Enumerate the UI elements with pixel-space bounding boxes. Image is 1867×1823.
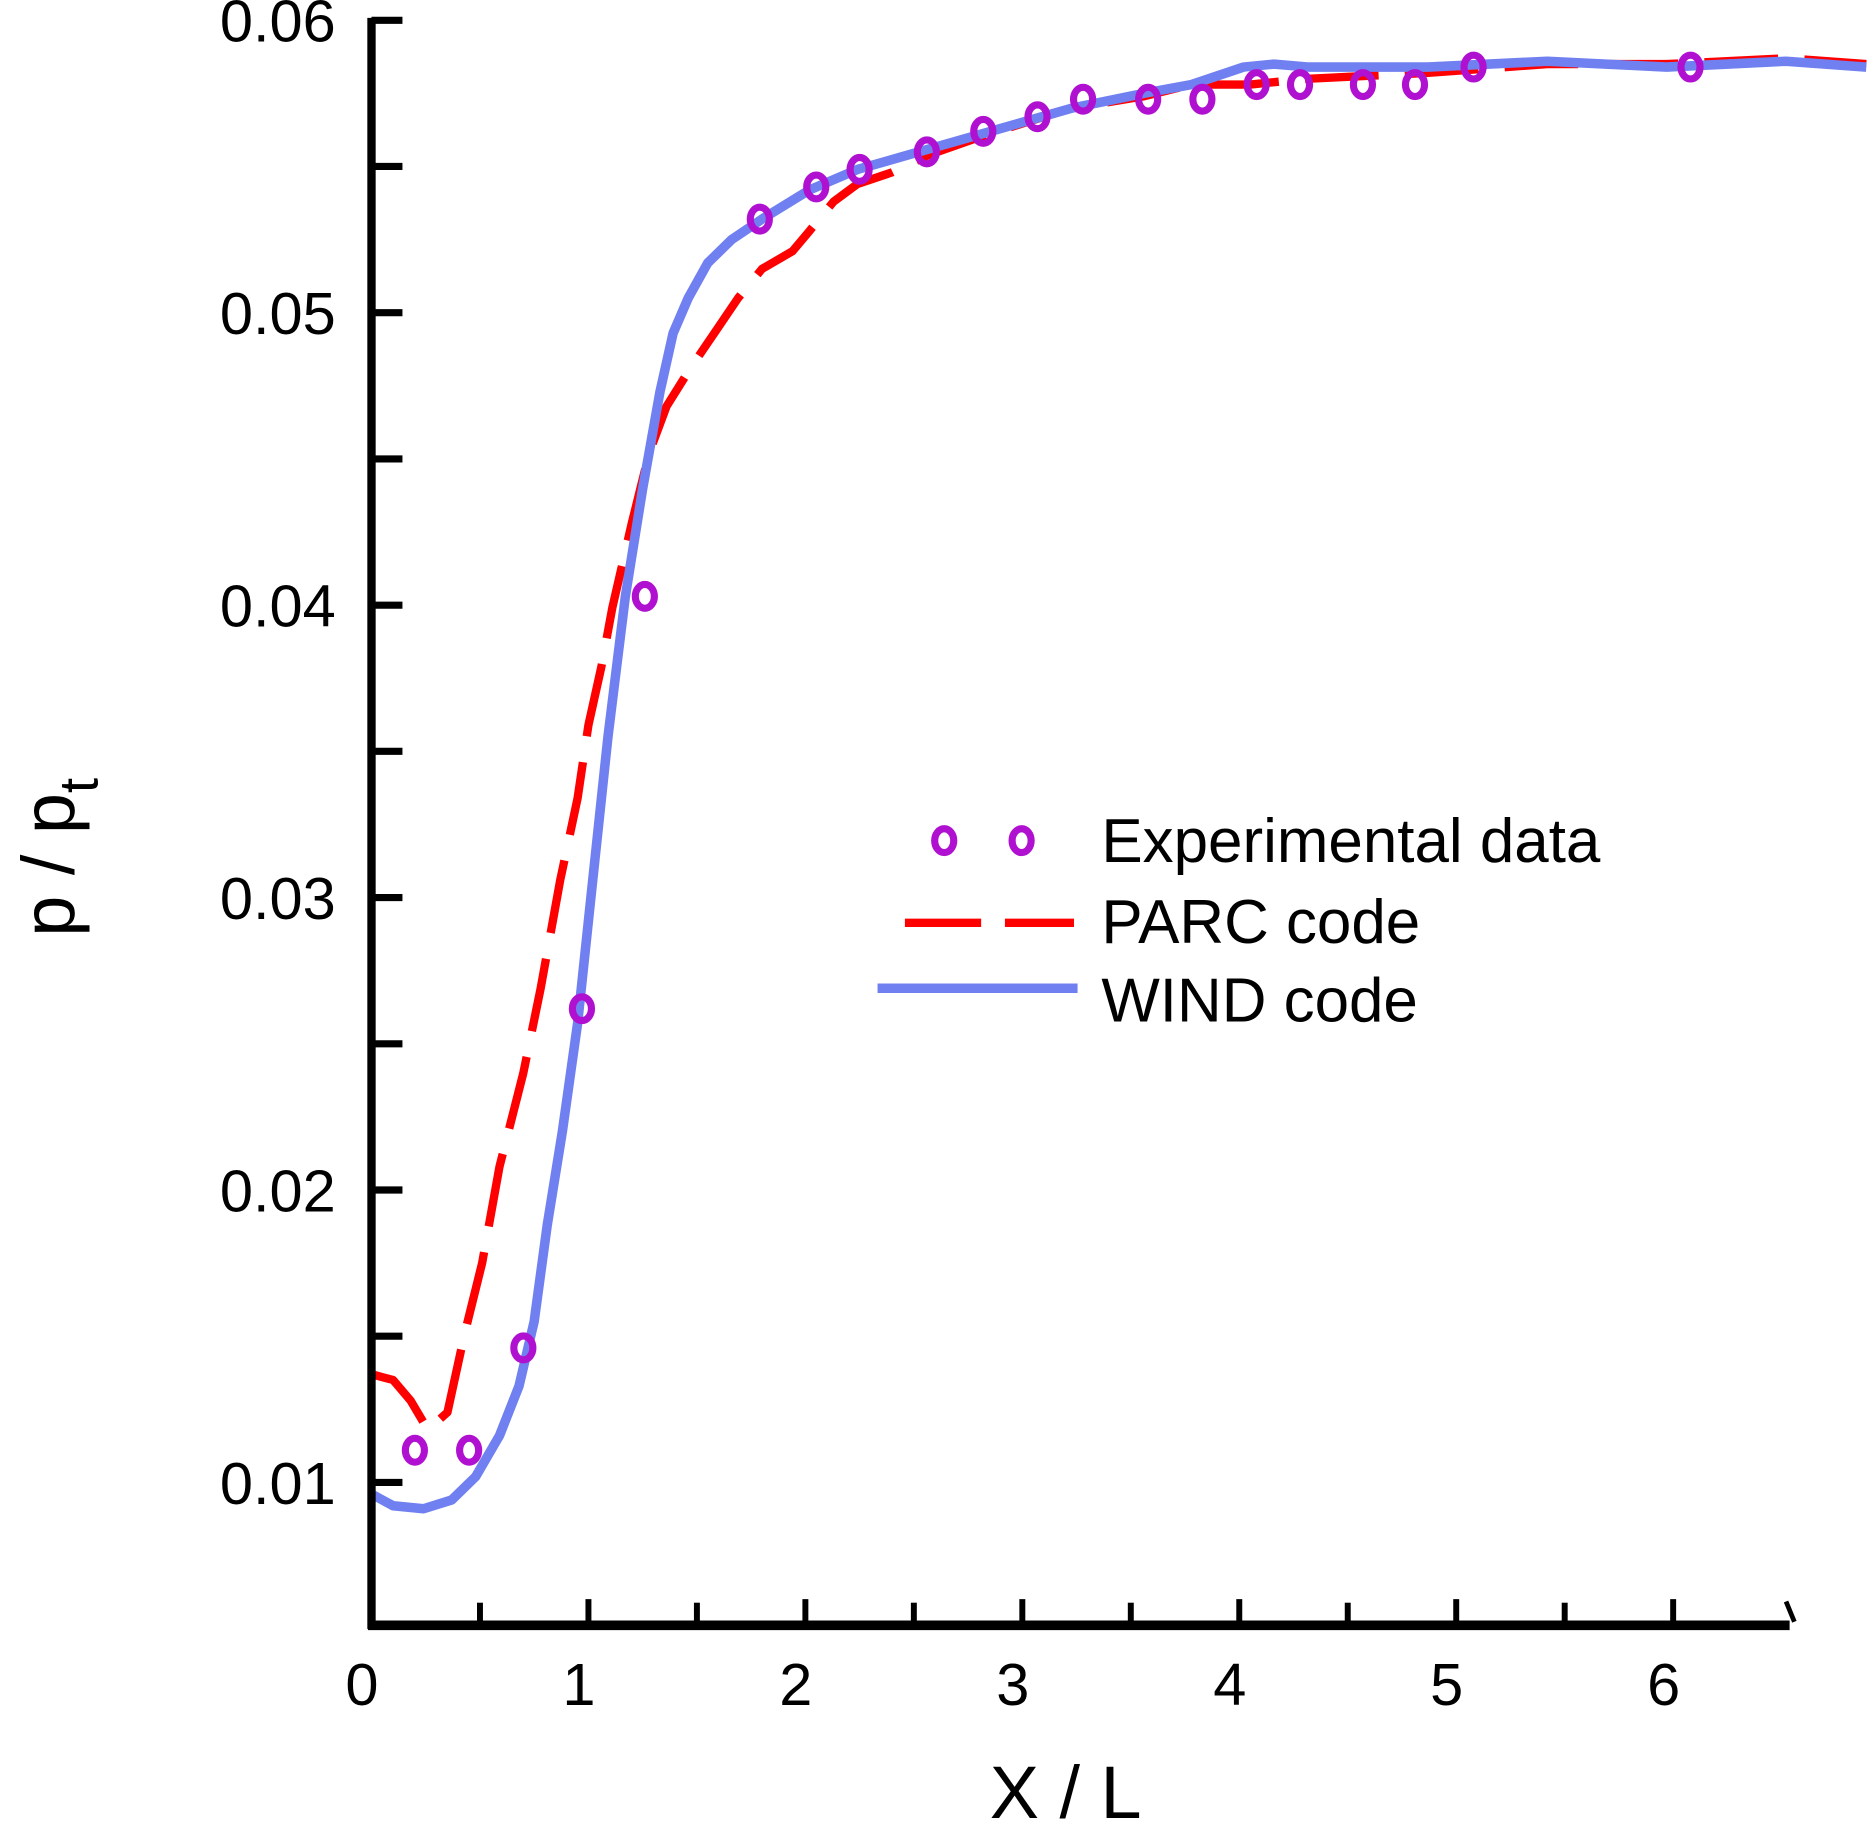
- x-tick-label: 4: [1213, 1651, 1246, 1718]
- parc-code-line: [370, 54, 1867, 1434]
- legend-marker-experimental: [1008, 825, 1035, 857]
- experimental-data-point: [1243, 69, 1270, 101]
- legend-item-experimental: Experimental data: [931, 807, 1601, 876]
- experimental-data-point: [568, 993, 596, 1025]
- x-axis-title: X / L: [990, 1751, 1142, 1823]
- y-tick-label: 0.04: [220, 573, 336, 640]
- experimental-data-point: [401, 1434, 428, 1466]
- x-tick-label: 2: [779, 1651, 812, 1718]
- experimental-data-point: [1677, 51, 1704, 83]
- y-tick-label: 0.05: [220, 280, 336, 347]
- y-tick-label: 0.06: [220, 0, 336, 55]
- experimental-data-point: [1189, 83, 1216, 115]
- legend-marker-experimental: [931, 825, 958, 857]
- ticks: [371, 16, 1677, 1626]
- experimental-data-point: [1286, 69, 1314, 101]
- plot-area: [369, 51, 1867, 1514]
- legend-label-wind: WIND code: [1101, 967, 1417, 1036]
- experimental-data-point: [746, 203, 773, 235]
- y-tick-label: 0.01: [220, 1450, 336, 1517]
- x-tick-label: 6: [1647, 1651, 1680, 1718]
- tick-labels: 0 1 2 3 4 5 6 0.01 0.02 0.03 0.04 0.05 0.06: [220, 0, 1680, 1718]
- x-tick-label: 0: [345, 1651, 378, 1718]
- experimental-data-point: [456, 1434, 483, 1466]
- experimental-data-point: [1401, 69, 1429, 101]
- x-tick-label: 5: [1430, 1651, 1463, 1718]
- x-tick-label: 3: [996, 1651, 1029, 1718]
- experimental-data-point: [803, 171, 830, 203]
- experimental-data-point: [1460, 51, 1487, 83]
- legend-item-wind: WIND code: [877, 967, 1418, 1036]
- experimental-data-point: [1349, 69, 1377, 101]
- x-axis-break-mark: [1783, 1600, 1797, 1623]
- x-tick-label: 1: [562, 1651, 595, 1718]
- y-axis-title: p / pt: [7, 778, 110, 937]
- experimental-data-point: [1024, 101, 1051, 133]
- y-axis-title-main: p / p: [7, 793, 90, 937]
- experimental-data-point: [1135, 83, 1162, 115]
- experimental-data-point: [970, 115, 997, 147]
- legend: Experimental data PARC code WIND code: [877, 807, 1601, 1036]
- y-axis-title-subscript: t: [48, 778, 110, 793]
- wind-code-line: [369, 56, 1867, 1514]
- experimental-data-point: [510, 1332, 537, 1364]
- legend-label-parc: PARC code: [1101, 888, 1420, 957]
- axes: [367, 17, 1797, 1631]
- y-tick-label: 0.03: [220, 865, 336, 932]
- legend-item-parc: PARC code: [904, 888, 1420, 957]
- experimental-data-point: [913, 136, 940, 168]
- y-tick-label: 0.02: [220, 1157, 336, 1224]
- legend-label-experimental: Experimental data: [1101, 807, 1601, 876]
- experimental-data-point: [631, 580, 658, 612]
- experimental-data-point: [1069, 83, 1097, 115]
- experimental-data-point: [846, 153, 873, 185]
